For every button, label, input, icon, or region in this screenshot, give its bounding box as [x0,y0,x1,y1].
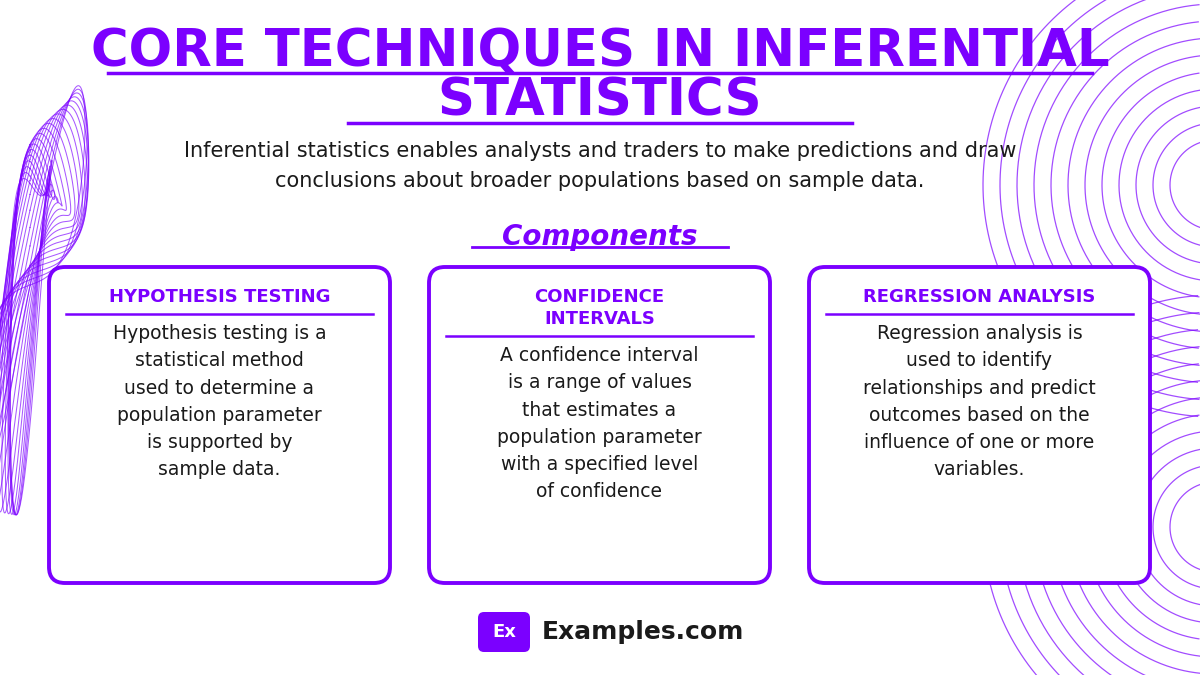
FancyBboxPatch shape [478,612,530,652]
Text: Components: Components [503,223,697,251]
Text: CORE TECHNIQUES IN INFERENTIAL: CORE TECHNIQUES IN INFERENTIAL [91,27,1109,77]
Text: Hypothesis testing is a
statistical method
used to determine a
population parame: Hypothesis testing is a statistical meth… [113,324,326,479]
Text: Regression analysis is
used to identify
relationships and predict
outcomes based: Regression analysis is used to identify … [863,324,1096,479]
FancyBboxPatch shape [809,267,1150,583]
Text: STATISTICS: STATISTICS [438,77,762,127]
Text: Ex: Ex [492,623,516,641]
FancyBboxPatch shape [49,267,390,583]
FancyBboxPatch shape [430,267,770,583]
Text: Examples.com: Examples.com [542,620,744,644]
Text: A confidence interval
is a range of values
that estimates a
population parameter: A confidence interval is a range of valu… [497,346,702,502]
Text: HYPOTHESIS TESTING: HYPOTHESIS TESTING [109,288,330,306]
Text: CONFIDENCE
INTERVALS: CONFIDENCE INTERVALS [534,288,665,328]
Text: REGRESSION ANALYSIS: REGRESSION ANALYSIS [863,288,1096,306]
Text: Inferential statistics enables analysts and traders to make predictions and draw: Inferential statistics enables analysts … [184,141,1016,190]
